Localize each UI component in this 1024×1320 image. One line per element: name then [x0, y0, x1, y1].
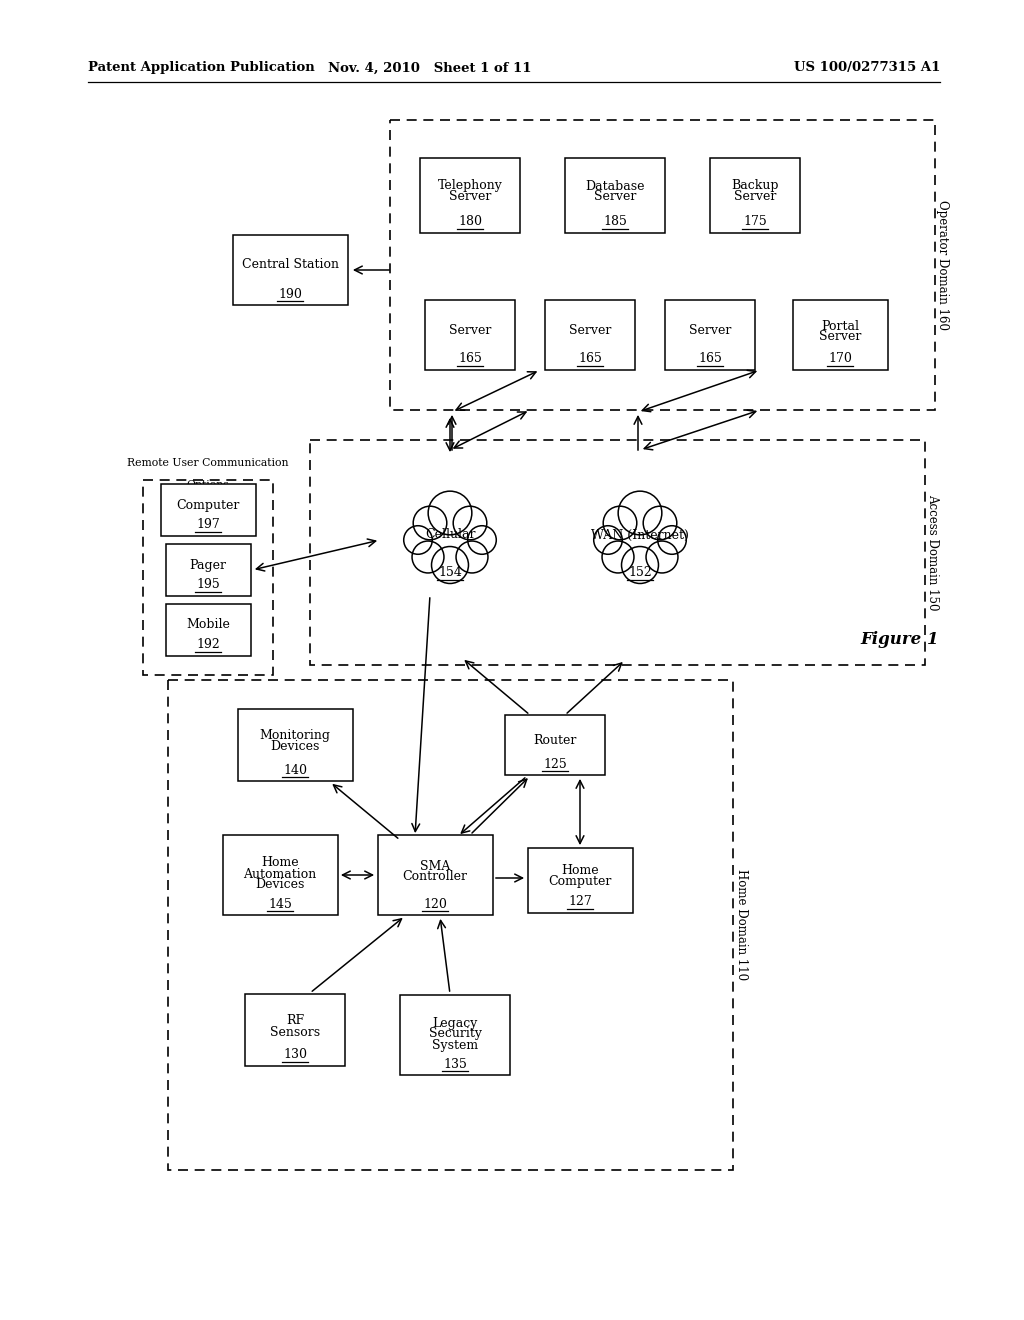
Text: Home: Home: [561, 865, 599, 878]
Bar: [527, 847, 633, 912]
Text: 185: 185: [603, 215, 627, 228]
Bar: [232, 235, 347, 305]
Text: Monitoring: Monitoring: [259, 730, 331, 742]
Text: Figure 1: Figure 1: [861, 631, 939, 648]
Text: Backup: Backup: [731, 180, 778, 193]
Text: Controller: Controller: [402, 870, 468, 883]
Text: Nov. 4, 2010   Sheet 1 of 11: Nov. 4, 2010 Sheet 1 of 11: [329, 62, 531, 74]
Text: Central Station: Central Station: [242, 259, 339, 272]
Text: Patent Application Publication: Patent Application Publication: [88, 62, 314, 74]
Bar: [166, 605, 251, 656]
Text: SMA: SMA: [420, 859, 451, 873]
Circle shape: [594, 525, 623, 554]
Bar: [161, 484, 256, 536]
Text: 130: 130: [283, 1048, 307, 1061]
Text: 125: 125: [543, 758, 567, 771]
Circle shape: [414, 506, 446, 540]
Text: Server: Server: [689, 323, 731, 337]
Text: Pager: Pager: [189, 558, 226, 572]
Circle shape: [428, 491, 472, 535]
Text: 120: 120: [423, 898, 446, 911]
Circle shape: [657, 525, 686, 554]
Text: Devices: Devices: [270, 741, 319, 754]
Text: Legacy: Legacy: [432, 1016, 477, 1030]
Text: Server: Server: [568, 323, 611, 337]
Bar: [545, 300, 635, 370]
Text: System: System: [432, 1039, 478, 1052]
Bar: [143, 480, 273, 675]
Text: Access Domain 150: Access Domain 150: [927, 494, 939, 611]
Text: Cellular: Cellular: [425, 528, 475, 541]
Bar: [420, 157, 520, 232]
Text: 190: 190: [279, 288, 302, 301]
Text: Telephony: Telephony: [437, 180, 503, 193]
Bar: [168, 680, 733, 1170]
Text: Server: Server: [449, 190, 492, 203]
Text: 165: 165: [579, 352, 602, 366]
Text: 170: 170: [828, 352, 852, 366]
Text: Home: Home: [261, 857, 299, 870]
Circle shape: [412, 541, 444, 573]
Circle shape: [622, 546, 658, 583]
Circle shape: [454, 506, 486, 540]
Text: 165: 165: [458, 352, 482, 366]
Circle shape: [643, 506, 677, 540]
Circle shape: [646, 541, 678, 573]
Text: Sensors: Sensors: [270, 1026, 321, 1039]
Bar: [222, 836, 338, 915]
Bar: [793, 300, 888, 370]
Text: 197: 197: [197, 519, 220, 532]
Text: 127: 127: [568, 895, 592, 908]
Text: Devices: Devices: [255, 879, 305, 891]
Text: WAN (Internet): WAN (Internet): [591, 528, 689, 541]
Circle shape: [403, 525, 432, 554]
Text: Security: Security: [428, 1027, 481, 1040]
Bar: [390, 120, 935, 411]
Text: Mobile: Mobile: [186, 619, 230, 631]
Bar: [710, 157, 800, 232]
Bar: [378, 836, 493, 915]
Text: 154: 154: [438, 566, 462, 579]
Bar: [425, 300, 515, 370]
Bar: [505, 715, 605, 775]
Text: Server: Server: [449, 323, 492, 337]
Circle shape: [456, 541, 488, 573]
Text: Server: Server: [734, 190, 776, 203]
Text: 195: 195: [197, 578, 220, 591]
Text: 165: 165: [698, 352, 722, 366]
Text: Remote User Communication: Remote User Communication: [127, 458, 289, 469]
Circle shape: [603, 506, 637, 540]
Circle shape: [602, 541, 634, 573]
Bar: [400, 995, 510, 1074]
Text: Server: Server: [594, 190, 636, 203]
Text: 152: 152: [628, 566, 652, 579]
Text: Computer: Computer: [548, 875, 611, 888]
Text: Server: Server: [819, 330, 861, 343]
Bar: [665, 300, 755, 370]
Text: Portal: Portal: [821, 319, 859, 333]
Text: Automation: Automation: [244, 867, 316, 880]
Text: 140: 140: [283, 763, 307, 776]
Circle shape: [468, 525, 497, 554]
Text: RF: RF: [286, 1015, 304, 1027]
Text: Database: Database: [586, 180, 645, 193]
Bar: [310, 440, 925, 665]
Text: 175: 175: [743, 215, 767, 228]
Text: Computer: Computer: [176, 499, 240, 511]
Bar: [166, 544, 251, 597]
Text: 180: 180: [458, 215, 482, 228]
Bar: [565, 157, 665, 232]
Text: 135: 135: [443, 1057, 467, 1071]
Text: 145: 145: [268, 898, 292, 911]
Circle shape: [618, 491, 662, 535]
Text: Operator Domain 160: Operator Domain 160: [937, 201, 949, 330]
Text: Router: Router: [534, 734, 577, 747]
Text: Options: Options: [186, 480, 229, 490]
Circle shape: [431, 546, 469, 583]
Bar: [245, 994, 345, 1067]
Bar: [238, 709, 352, 781]
Text: Home Domain 110: Home Domain 110: [734, 870, 748, 981]
Text: US 100/0277315 A1: US 100/0277315 A1: [794, 62, 940, 74]
Text: 192: 192: [197, 639, 220, 652]
